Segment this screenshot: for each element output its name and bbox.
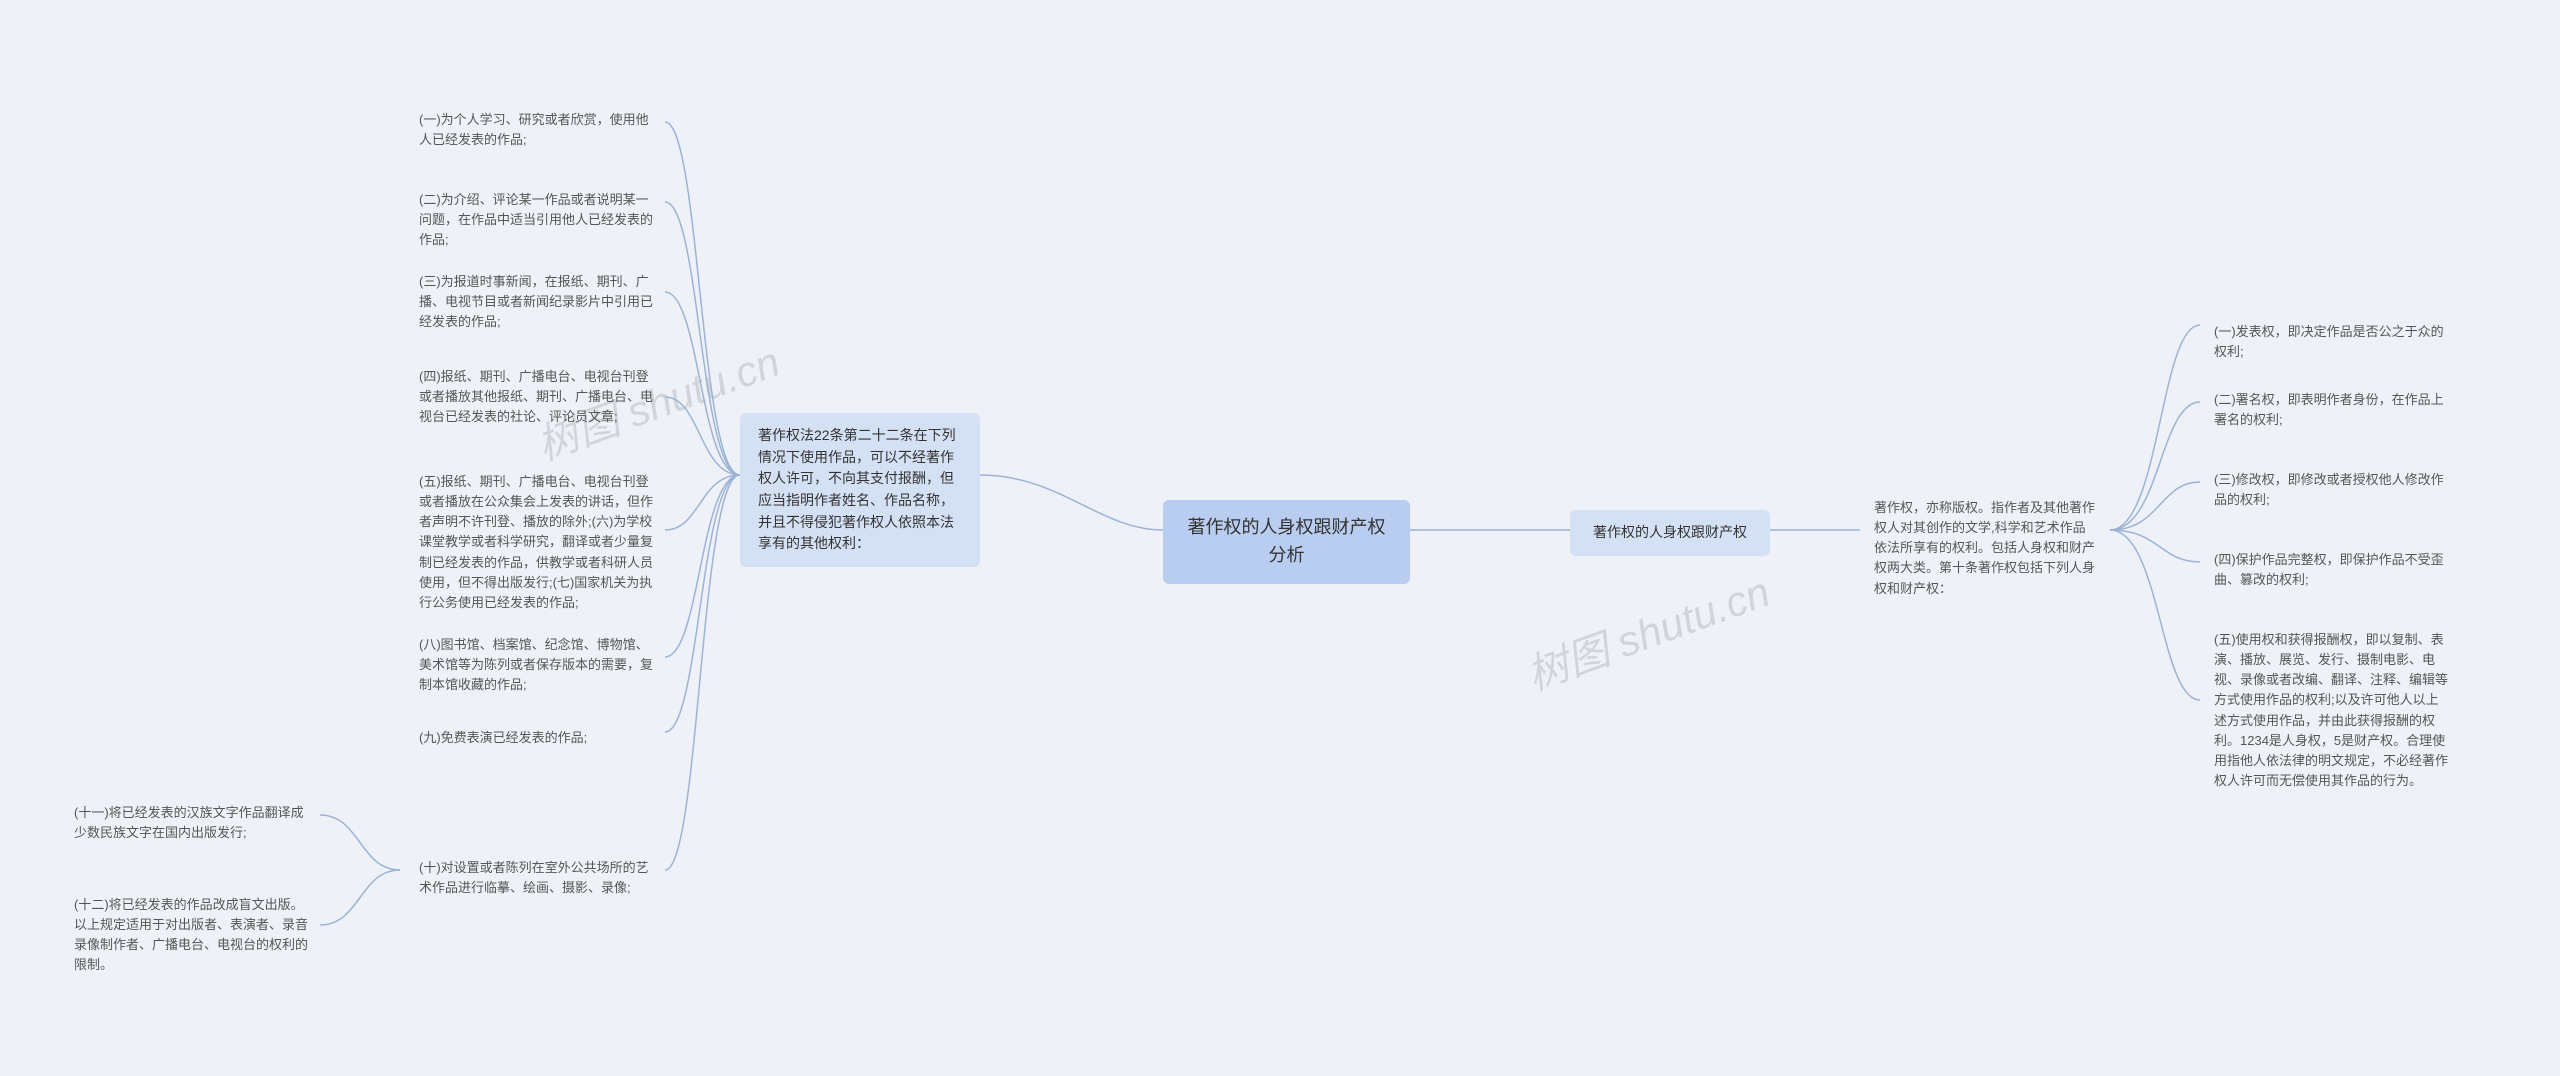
right-sub-text: 著作权，亦称版权。指作者及其他著作权人对其创作的文学,科学和艺术作品依法所享有的… bbox=[1874, 500, 2095, 596]
left-leaf-3: (三)为报道时事新闻，在报纸、期刊、广播、电视节目或者新闻纪录影片中引用已经发表… bbox=[405, 262, 670, 342]
right-leaf-4: (四)保护作品完整权，即保护作品不受歪曲、篡改的权利; bbox=[2200, 540, 2465, 600]
left-subleaf-2: (十二)将已经发表的作品改成盲文出版。以上规定适用于对出版者、表演者、录音录像制… bbox=[60, 885, 325, 986]
left-leaf-1: (一)为个人学习、研究或者欣赏，使用他人已经发表的作品; bbox=[405, 100, 670, 160]
left-main-text: 著作权法22条第二十二条在下列情况下使用作品，可以不经著作权人许可，不向其支付报… bbox=[758, 427, 956, 551]
root-title: 著作权的人身权跟财产权分析 bbox=[1188, 517, 1386, 565]
left-leaf-text: (二)为介绍、评论某一作品或者说明某一问题，在作品中适当引用他人已经发表的作品; bbox=[419, 192, 653, 247]
left-leaf-text: (三)为报道时事新闻，在报纸、期刊、广播、电视节目或者新闻纪录影片中引用已经发表… bbox=[419, 274, 653, 329]
right-leaf-1: (一)发表权，即决定作品是否公之于众的权利; bbox=[2200, 312, 2465, 372]
left-leaf-text: (十)对设置或者陈列在室外公共场所的艺术作品进行临摹、绘画、摄影、录像; bbox=[419, 860, 649, 895]
right-leaf-text: (三)修改权，即修改或者授权他人修改作品的权利; bbox=[2214, 472, 2444, 507]
left-leaf-2: (二)为介绍、评论某一作品或者说明某一问题，在作品中适当引用他人已经发表的作品; bbox=[405, 180, 670, 260]
left-leaf-5: (五)报纸、期刊、广播电台、电视台刊登或者播放在公众集会上发表的讲话，但作者声明… bbox=[405, 462, 670, 623]
left-leaf-7: (九)免费表演已经发表的作品; bbox=[405, 718, 601, 758]
left-subleaf-1: (十一)将已经发表的汉族文字作品翻译成少数民族文字在国内出版发行; bbox=[60, 793, 325, 853]
watermark: 树图 shutu.cn bbox=[1517, 558, 1777, 702]
left-subleaf-text: (十二)将已经发表的作品改成盲文出版。以上规定适用于对出版者、表演者、录音录像制… bbox=[74, 897, 308, 972]
left-leaf-8: (十)对设置或者陈列在室外公共场所的艺术作品进行临摹、绘画、摄影、录像; bbox=[405, 848, 670, 908]
right-leaf-5: (五)使用权和获得报酬权，即以复制、表演、播放、展览、发行、摄制电影、电视、录像… bbox=[2200, 620, 2465, 801]
left-leaf-6: (八)图书馆、档案馆、纪念馆、博物馆、美术馆等为陈列或者保存版本的需要，复制本馆… bbox=[405, 625, 670, 705]
right-leaf-2: (二)署名权，即表明作者身份，在作品上署名的权利; bbox=[2200, 380, 2465, 440]
right-main-node[interactable]: 著作权的人身权跟财产权 bbox=[1570, 510, 1770, 556]
right-main-text: 著作权的人身权跟财产权 bbox=[1593, 524, 1747, 540]
right-leaf-text: (一)发表权，即决定作品是否公之于众的权利; bbox=[2214, 324, 2444, 359]
left-leaf-text: (五)报纸、期刊、广播电台、电视台刊登或者播放在公众集会上发表的讲话，但作者声明… bbox=[419, 474, 653, 610]
root-node[interactable]: 著作权的人身权跟财产权分析 bbox=[1163, 500, 1410, 584]
left-subleaf-text: (十一)将已经发表的汉族文字作品翻译成少数民族文字在国内出版发行; bbox=[74, 805, 304, 840]
left-main-node[interactable]: 著作权法22条第二十二条在下列情况下使用作品，可以不经著作权人许可，不向其支付报… bbox=[740, 413, 980, 567]
right-sub-node: 著作权，亦称版权。指作者及其他著作权人对其创作的文学,科学和艺术作品依法所享有的… bbox=[1860, 488, 2110, 609]
left-leaf-text: (四)报纸、期刊、广播电台、电视台刊登或者播放其他报纸、期刊、广播电台、电视台已… bbox=[419, 369, 653, 424]
left-leaf-text: (八)图书馆、档案馆、纪念馆、博物馆、美术馆等为陈列或者保存版本的需要，复制本馆… bbox=[419, 637, 653, 692]
right-leaf-text: (四)保护作品完整权，即保护作品不受歪曲、篡改的权利; bbox=[2214, 552, 2444, 587]
right-leaf-text: (二)署名权，即表明作者身份，在作品上署名的权利; bbox=[2214, 392, 2444, 427]
left-leaf-4: (四)报纸、期刊、广播电台、电视台刊登或者播放其他报纸、期刊、广播电台、电视台已… bbox=[405, 357, 670, 437]
right-leaf-3: (三)修改权，即修改或者授权他人修改作品的权利; bbox=[2200, 460, 2465, 520]
left-leaf-text: (一)为个人学习、研究或者欣赏，使用他人已经发表的作品; bbox=[419, 112, 649, 147]
right-leaf-text: (五)使用权和获得报酬权，即以复制、表演、播放、展览、发行、摄制电影、电视、录像… bbox=[2214, 632, 2448, 788]
left-leaf-text: (九)免费表演已经发表的作品; bbox=[419, 730, 587, 745]
